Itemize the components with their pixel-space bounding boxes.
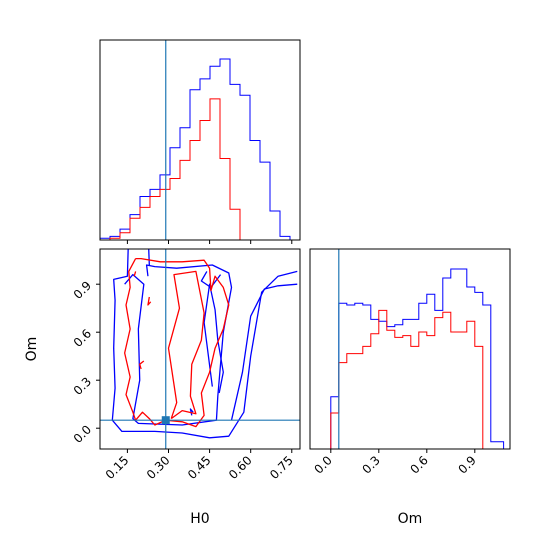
om-histogram-panel: 0.0 0.3 0.6 0.9 Om [309,248,511,527]
contour-red [139,360,145,370]
x-tick-label: 0.15 [103,453,132,482]
contour-red [147,296,152,306]
om-hist-frame [309,248,511,450]
h0-histogram-panel [99,39,301,244]
h0-hist-frame [99,39,301,241]
x-tick-label: 0.75 [267,453,296,482]
contour-lines [111,249,298,439]
contour-blue [230,283,298,421]
x-tick-label: 0.30 [144,453,173,482]
contour-blue [111,249,298,439]
om-hist-red [322,309,491,449]
contour-red [167,270,205,420]
y-tick-label: 0.3 [71,374,94,397]
om-hist-blue [322,268,505,449]
contour-blue [148,249,150,266]
contour-red [124,257,230,428]
contour-blue [203,283,224,394]
y-tick-label: 0.6 [71,326,94,349]
om-x-tick-label: 0.9 [456,453,479,476]
x-tick-label: 0.60 [226,453,255,482]
y-tick-label: 0.9 [71,278,94,301]
x-tick-label: 0.45 [185,453,214,482]
y-axis-label: Om [24,337,40,362]
contour-red [133,271,137,277]
contour-frame [99,248,301,450]
om-axis-label: Om [398,511,423,527]
contour-blue [124,264,233,426]
x-axis-label: H0 [190,511,209,527]
om-hist-bars [322,268,505,449]
h0-hist-blue [99,58,300,241]
om-x-tick-label: 0.3 [360,453,383,476]
h0-om-contour-panel: 0.15 0.30 0.45 0.60 0.75 0.0 0.3 0.6 0.9 H0 Om [24,248,301,527]
y-tick-label: 0.0 [71,422,94,445]
om-x-tick-label: 0.0 [312,453,335,476]
contour-blue [200,271,222,289]
om-x-tick-label: 0.6 [408,453,431,476]
truth-point [161,416,170,425]
